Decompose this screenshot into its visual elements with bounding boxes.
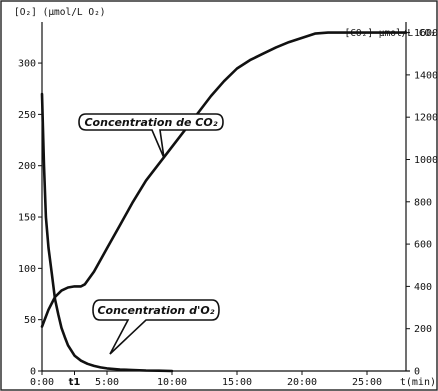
y-left-tick-label: 200 xyxy=(18,161,36,172)
co2-callout-text: Concentration de CO₂ xyxy=(84,116,217,129)
y-left-axis-title: [O₂] (µmol/L O₂) xyxy=(14,7,106,18)
x-tick-label: 5:00 xyxy=(95,377,119,388)
y-left-tick-label: 250 xyxy=(18,110,36,121)
y-right-tick-label: 600 xyxy=(414,240,432,251)
x-tick-label: 0:00 xyxy=(30,377,54,388)
x-axis-title: t(min) xyxy=(400,377,436,388)
series-layer xyxy=(40,31,408,373)
y-right-tick-label: 1000 xyxy=(414,155,438,166)
co2-callout: Concentration de CO₂ xyxy=(78,113,224,159)
y-right-tick-label: 200 xyxy=(414,324,432,335)
y-right-tick-label: 1600 xyxy=(414,28,438,39)
y-left-tick-label: 150 xyxy=(18,213,36,224)
y-left-tick-label: 50 xyxy=(24,315,36,326)
y-left-tick-label: 100 xyxy=(18,264,36,275)
y-left-tick-label: 0 xyxy=(30,367,36,378)
x-marker-label: t1 xyxy=(69,377,81,388)
y-left-tick-label: 300 xyxy=(18,59,36,70)
axes xyxy=(41,22,410,372)
x-tick-label: 25:00 xyxy=(352,377,382,388)
ticks: 0 50 100 150 200 250 300 0 200 400 600 800 1000 1200 1… xyxy=(18,28,438,388)
co2-callout-bubble xyxy=(78,113,224,159)
o2-callout-text: Concentration d'O₂ xyxy=(97,304,214,317)
y-right-tick-label: 800 xyxy=(414,197,432,208)
y-right-tick-label: 1200 xyxy=(414,113,438,124)
co2-series-line xyxy=(40,31,408,328)
o2-callout-bubble xyxy=(92,299,220,355)
y-right-tick-label: 400 xyxy=(414,282,432,293)
x-tick-label: 15:00 xyxy=(222,377,252,388)
y-right-tick-label: 1400 xyxy=(414,70,438,81)
y-right-tick-label: 0 xyxy=(414,367,420,378)
x-tick-label: 20:00 xyxy=(287,377,317,388)
o2-callout: Concentration d'O₂ xyxy=(92,299,220,355)
x-tick-label: 10:00 xyxy=(157,377,187,388)
o2-series-line xyxy=(40,92,174,373)
